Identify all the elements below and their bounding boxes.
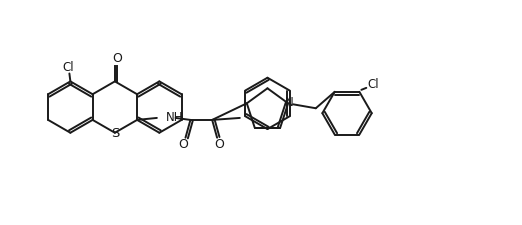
- Text: N: N: [284, 96, 293, 109]
- Text: Cl: Cl: [63, 61, 74, 74]
- Text: O: O: [112, 52, 122, 65]
- Text: NH: NH: [166, 111, 183, 124]
- Text: O: O: [214, 138, 224, 151]
- Text: Cl: Cl: [367, 78, 379, 91]
- Text: S: S: [111, 127, 119, 140]
- Text: O: O: [179, 138, 188, 151]
